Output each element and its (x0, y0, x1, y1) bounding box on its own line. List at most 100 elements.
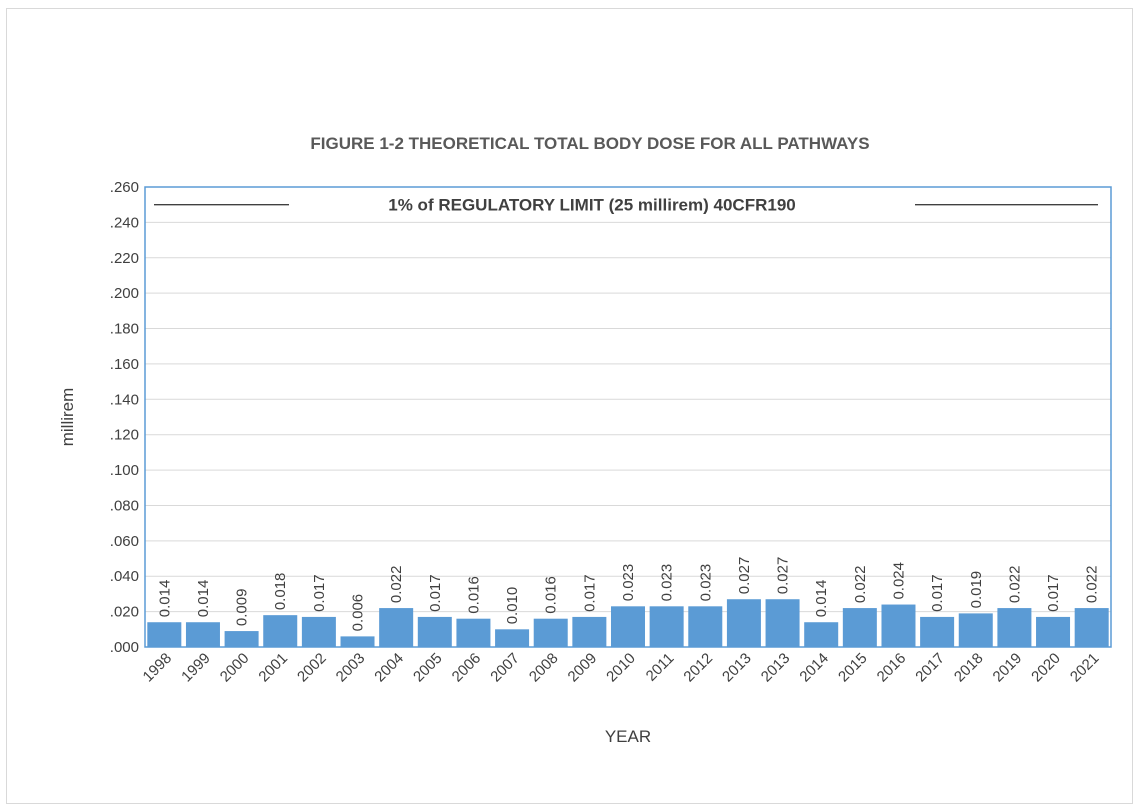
y-tick-label: .240 (110, 214, 139, 231)
data-label: 0.022 (1006, 566, 1023, 604)
y-tick-label: .080 (110, 497, 139, 514)
bar (688, 606, 723, 647)
x-tick-label: 2010 (603, 650, 639, 686)
bar (301, 616, 336, 647)
x-axis-label: YEAR (605, 727, 651, 746)
x-tick-label: 2001 (255, 650, 291, 686)
y-tick-label: .000 (110, 639, 139, 656)
x-tick-label: 2014 (796, 650, 832, 686)
y-tick-label: .200 (110, 285, 139, 302)
x-tick-label: 2013 (758, 650, 794, 686)
data-label: 0.014 (813, 580, 830, 618)
bar (726, 599, 761, 647)
data-label: 0.016 (543, 576, 560, 614)
x-tick-label: 2002 (294, 650, 330, 686)
x-tick-label: 2021 (1067, 650, 1103, 686)
data-label: 0.017 (1045, 574, 1062, 612)
x-tick-label: 2017 (912, 650, 948, 686)
bar (417, 616, 452, 647)
y-tick-label: .140 (110, 391, 139, 408)
data-label: 0.022 (1084, 566, 1101, 604)
x-tick-label: 2007 (487, 650, 523, 686)
x-tick-label: 2011 (643, 650, 678, 685)
data-label: 0.017 (311, 574, 328, 612)
data-label: 0.017 (427, 574, 444, 612)
x-tick-label: 1998 (140, 650, 176, 686)
x-tick-label: 2012 (680, 650, 716, 686)
y-tick-label: .100 (110, 462, 139, 479)
data-label: 0.022 (388, 566, 405, 604)
gridlines (145, 221, 1111, 613)
bar (765, 599, 800, 647)
data-label: 0.023 (620, 564, 637, 602)
plot-border (144, 186, 1112, 648)
x-tick-labels: 1998 1999 2000 2001 2002 2003 2004 2005 2006 2007… (140, 650, 1103, 686)
bar (379, 608, 414, 647)
data-label: 0.027 (775, 557, 792, 595)
data-label: 0.017 (581, 574, 598, 612)
chart-title: FIGURE 1-2 THEORETICAL TOTAL BODY DOSE F… (310, 134, 869, 153)
data-label: 0.022 (852, 566, 869, 604)
bar (340, 636, 375, 647)
bar (1036, 616, 1071, 647)
data-label: 0.010 (504, 587, 521, 625)
data-label: 0.014 (195, 580, 212, 618)
y-tick-label: .020 (110, 604, 139, 621)
x-tick-label: 2006 (449, 650, 485, 686)
bar (649, 606, 684, 647)
x-tick-label: 2008 (526, 650, 562, 686)
bar (147, 622, 182, 647)
data-label: 0.027 (736, 557, 753, 595)
x-tick-label: 2004 (371, 650, 407, 686)
y-tick-label: .260 (110, 179, 139, 196)
y-tick-label: .060 (110, 533, 139, 550)
data-label: 0.017 (929, 574, 946, 612)
y-tick-labels: .000 .020 .040 .060 .080 .100 .120 .140 .160 .180… (110, 179, 139, 656)
bar (533, 618, 568, 647)
bar (572, 616, 607, 647)
x-tick-label: 2015 (835, 650, 871, 686)
data-label: 0.023 (697, 564, 714, 602)
x-tick-label: 1999 (178, 650, 214, 686)
data-label: 0.016 (465, 576, 482, 614)
x-tick-label: 2005 (410, 650, 446, 686)
data-label: 0.023 (659, 564, 676, 602)
x-tick-label: 2009 (565, 650, 601, 686)
y-tick-label: .040 (110, 568, 139, 585)
y-axis-label: millirem (58, 388, 77, 447)
y-tick-label: .180 (110, 321, 139, 338)
bar (224, 631, 259, 647)
bar (842, 608, 877, 647)
bar (456, 618, 491, 647)
data-labels: 0.014 0.014 0.009 0.018 0.017 0.006 0.022 0.017… (156, 557, 1100, 632)
x-tick-label: 2019 (990, 650, 1026, 686)
bar (263, 615, 298, 647)
bar (495, 629, 530, 647)
x-tick-label: 2013 (719, 650, 755, 686)
bars (147, 599, 1109, 647)
bar (881, 604, 916, 647)
data-label: 0.014 (156, 580, 173, 618)
bar (920, 616, 955, 647)
data-label: 0.009 (234, 589, 251, 627)
x-tick-label: 2016 (874, 650, 910, 686)
data-label: 0.018 (272, 573, 289, 611)
bar (185, 622, 220, 647)
data-label: 0.006 (350, 594, 367, 632)
bar (958, 613, 993, 647)
y-tick-label: .220 (110, 250, 139, 267)
x-tick-label: 2003 (333, 650, 369, 686)
bar (610, 606, 646, 647)
bar (997, 608, 1032, 647)
x-tick-label: 2018 (951, 650, 987, 686)
x-tick-label: 2000 (217, 650, 253, 686)
bar (804, 622, 839, 647)
data-label: 0.019 (968, 571, 985, 609)
x-tick-label: 2020 (1028, 650, 1064, 686)
regulatory-limit-annotation: 1% of REGULATORY LIMIT (25 millirem) 40C… (388, 196, 795, 215)
y-tick-label: .160 (110, 356, 139, 373)
data-label: 0.024 (890, 562, 907, 600)
bar (1074, 608, 1109, 647)
y-tick-label: .120 (110, 427, 139, 444)
